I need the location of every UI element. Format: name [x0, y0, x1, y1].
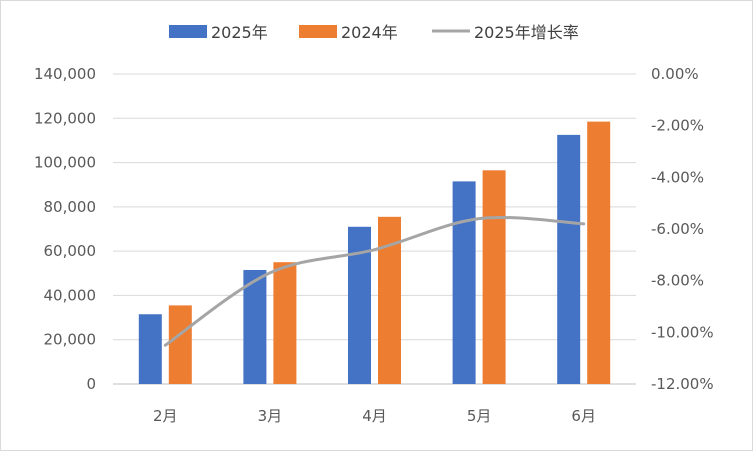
legend: 2025年 2024年 2025年增长率 [169, 23, 579, 42]
left-axis-tick-label: 140,000 [34, 65, 96, 83]
right-axis-tick-label: -12.00% [651, 375, 714, 393]
left-axis-ticks: 0 20,000 40,000 60,000 80,000 100,000 120,000 1… [34, 65, 96, 393]
right-axis-tick-label: -6.00% [651, 220, 704, 238]
bar [482, 170, 506, 384]
x-axis-tick-label: 3月 [258, 407, 283, 425]
bar [138, 314, 162, 384]
bar [378, 216, 401, 384]
left-axis-tick-label: 0 [86, 375, 96, 393]
left-axis-tick-label: 80,000 [44, 198, 97, 216]
legend-label: 2025年增长率 [474, 23, 579, 42]
right-axis-tick-label: -4.00% [651, 168, 704, 186]
left-axis-tick-label: 20,000 [44, 331, 97, 349]
x-axis-ticks: 2月 3月 4月 5月 6月 [153, 407, 596, 425]
bar [452, 181, 476, 384]
bar [168, 305, 192, 384]
bar [243, 269, 267, 384]
x-axis-tick-label: 4月 [362, 407, 387, 425]
legend-swatch [299, 25, 337, 38]
growth-rate-line [163, 215, 586, 347]
x-axis-tick-label: 6月 [571, 407, 596, 425]
bar [587, 121, 611, 384]
right-axis-tick-label: -8.00% [651, 272, 704, 290]
left-axis-tick-label: 60,000 [44, 242, 97, 260]
right-axis-tick-label: -2.00% [651, 117, 704, 135]
legend-label: 2025年 [211, 23, 268, 42]
legend-swatch [169, 25, 207, 38]
legend-label: 2024年 [341, 23, 398, 42]
x-axis-tick-label: 2月 [153, 407, 178, 425]
left-axis-tick-label: 100,000 [34, 154, 96, 172]
x-axis-tick-label: 5月 [467, 407, 492, 425]
left-axis-tick-label: 120,000 [34, 109, 96, 127]
bar [273, 262, 297, 384]
bar [557, 134, 581, 384]
bar [348, 226, 371, 384]
right-axis-tick-label: -10.00% [651, 323, 714, 341]
right-axis-ticks: -12.00% -10.00% -8.00% -6.00% -4.00% -2.00% 0.… [651, 65, 714, 393]
gridlines [113, 73, 636, 385]
right-axis-tick-label: 0.00% [651, 65, 699, 83]
bar-series [138, 121, 611, 384]
left-axis-tick-label: 40,000 [44, 286, 97, 304]
growth-line-series [163, 215, 586, 347]
